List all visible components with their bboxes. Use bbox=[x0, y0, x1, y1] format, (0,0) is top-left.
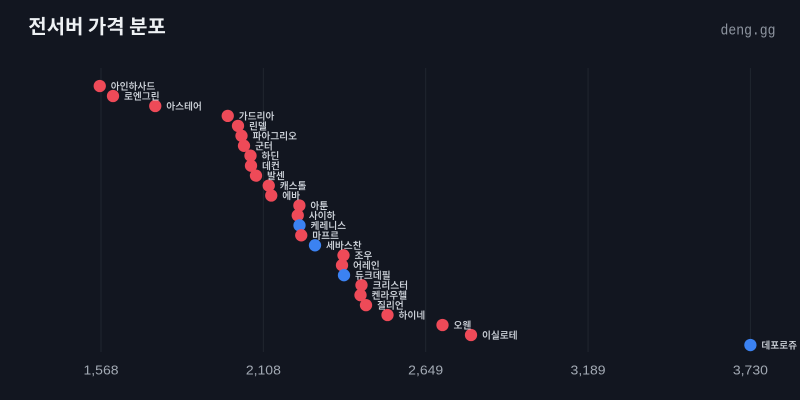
svg-text:3,189: 3,189 bbox=[571, 364, 606, 378]
svg-text:3,730: 3,730 bbox=[733, 364, 768, 378]
svg-text:deng.gg: deng.gg bbox=[721, 23, 776, 39]
svg-text:1,568: 1,568 bbox=[84, 364, 119, 378]
svg-text:2,108: 2,108 bbox=[246, 364, 281, 378]
svg-text:2,649: 2,649 bbox=[408, 364, 443, 378]
